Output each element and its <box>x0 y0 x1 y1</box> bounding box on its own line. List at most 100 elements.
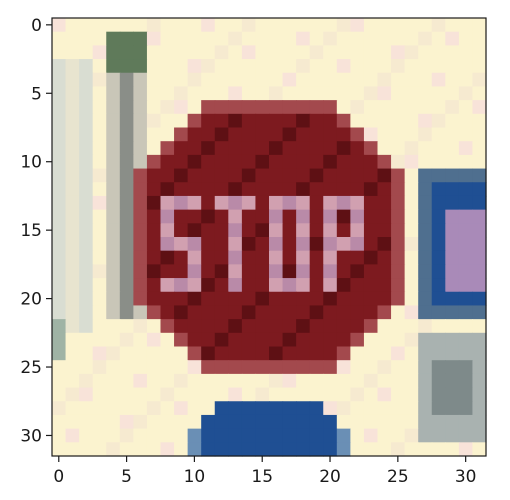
image-pixel <box>391 237 406 252</box>
image-pixel <box>472 319 487 334</box>
image-pixel <box>391 387 406 402</box>
image-pixel <box>187 168 202 183</box>
image-pixel <box>241 278 257 293</box>
image-pixel <box>65 428 80 443</box>
image-pixel <box>431 141 446 156</box>
image-pixel <box>418 195 433 211</box>
image-pixel <box>296 223 311 238</box>
image-pixel <box>79 401 94 416</box>
image-pixel <box>309 428 324 443</box>
image-pixel <box>201 264 216 279</box>
image-pixel <box>296 250 311 265</box>
image-pixel <box>92 168 107 183</box>
image-pixel <box>377 360 392 375</box>
y-tick-label: 25 <box>20 358 42 378</box>
image-pixel <box>309 141 324 156</box>
image-pixel <box>363 373 379 389</box>
image-pixel <box>79 428 94 443</box>
image-pixel <box>106 250 121 265</box>
image-pixel <box>323 141 338 156</box>
image-pixel <box>65 401 80 416</box>
image-pixel <box>201 428 216 443</box>
image-pixel <box>146 291 162 307</box>
image-pixel <box>363 223 379 238</box>
image-pixel <box>323 346 338 361</box>
image-pixel <box>160 141 175 156</box>
image-pixel <box>52 428 67 443</box>
image-pixel <box>119 346 134 361</box>
image-pixel <box>106 86 121 101</box>
image-pixel <box>146 401 162 416</box>
image-pixel <box>445 332 460 348</box>
image-pixel <box>445 250 460 265</box>
image-pixel <box>146 237 162 252</box>
image-pixel <box>458 223 474 238</box>
image-pixel <box>228 154 243 170</box>
image-pixel <box>350 86 365 101</box>
image-pixel <box>431 319 446 334</box>
image-pixel <box>92 291 107 307</box>
image-pixel <box>296 428 311 443</box>
image-pixel <box>228 113 243 129</box>
image-pixel <box>119 237 134 252</box>
image-pixel <box>431 373 446 389</box>
image-pixel <box>458 141 474 156</box>
image-pixel <box>282 18 297 33</box>
image-pixel <box>363 182 379 197</box>
image-pixel <box>418 387 433 402</box>
image-pixel <box>79 264 94 279</box>
image-pixel <box>336 195 351 211</box>
image-pixel <box>336 86 351 101</box>
image-pixel <box>431 428 446 443</box>
image-pixel <box>418 319 433 334</box>
image-pixel <box>255 154 270 170</box>
image-pixel <box>241 346 257 361</box>
image-pixel <box>52 264 67 279</box>
image-pixel <box>187 182 202 197</box>
image-pixel <box>323 332 338 348</box>
image-pixel <box>282 182 297 197</box>
image-pixel <box>282 100 297 115</box>
image-pixel <box>79 100 94 115</box>
image-pixel <box>241 141 257 156</box>
image-pixel <box>350 113 365 129</box>
image-pixel <box>52 373 67 389</box>
image-pixel <box>214 291 229 307</box>
image-pixel <box>391 305 406 320</box>
image-pixel <box>418 291 433 307</box>
image-pixel <box>92 209 107 224</box>
image-pixel <box>187 237 202 252</box>
image-pixel <box>296 141 311 156</box>
image-pixel <box>431 401 446 416</box>
image-pixel <box>309 195 324 211</box>
image-pixel <box>187 387 202 402</box>
image-pixel <box>160 373 175 389</box>
image-pixel <box>350 346 365 361</box>
image-pixel <box>269 113 284 129</box>
image-pixel <box>146 31 162 46</box>
image-pixel <box>350 182 365 197</box>
image-pixel <box>391 332 406 348</box>
image-pixel <box>187 223 202 238</box>
image-pixel <box>404 59 419 74</box>
image-pixel <box>472 332 487 348</box>
image-pixel <box>336 428 351 443</box>
image-pixel <box>431 113 446 129</box>
image-pixel <box>79 154 94 170</box>
image-pixel <box>282 373 297 389</box>
image-pixel <box>146 305 162 320</box>
image-pixel <box>323 428 338 443</box>
image-pixel <box>445 209 460 224</box>
image-pixel <box>241 86 257 101</box>
image-pixel <box>160 250 175 265</box>
image-pixel <box>201 100 216 115</box>
image-pixel <box>174 195 189 211</box>
image-pixel <box>404 332 419 348</box>
image-pixel <box>458 237 474 252</box>
image-pixel <box>377 223 392 238</box>
image-pixel <box>160 332 175 348</box>
image-pixel <box>269 373 284 389</box>
image-pixel <box>92 31 107 46</box>
image-pixel <box>445 237 460 252</box>
image-pixel <box>201 442 216 457</box>
